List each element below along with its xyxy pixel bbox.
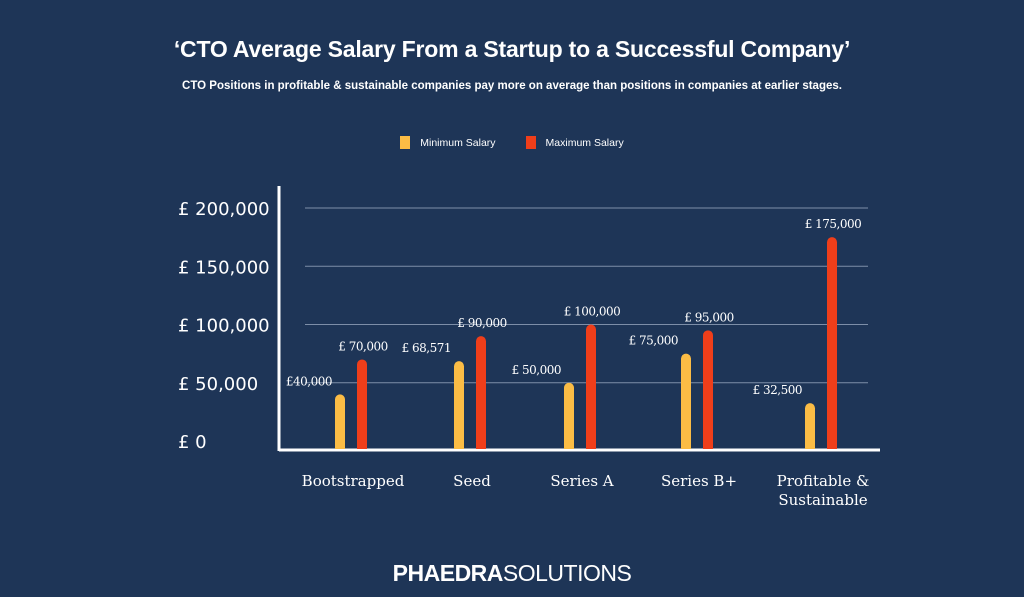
data-label: £ 95,000: [684, 310, 733, 324]
legend-item-minimum: Minimum Salary: [400, 136, 496, 149]
brand-logo: PHAEDRASOLUTIONS: [0, 560, 1024, 587]
bar-min: [805, 403, 815, 449]
data-label: £ 50,000: [512, 363, 561, 377]
bar-max: [827, 237, 837, 449]
bar-base: [335, 443, 345, 449]
chart-subtitle: CTO Positions in profitable & sustainabl…: [182, 80, 842, 92]
bar-max: [357, 359, 367, 449]
bar-base: [805, 443, 815, 449]
bar-base: [454, 443, 464, 449]
bar-base: [827, 443, 837, 449]
x-tick-label: Bootstrapped: [302, 472, 405, 490]
data-label: £40,000: [286, 374, 332, 388]
data-label: £ 75,000: [629, 334, 678, 348]
y-tick-label: £ 50,000: [178, 374, 258, 395]
bar-base: [564, 443, 574, 449]
bar-base: [703, 443, 713, 449]
bar-min: [335, 394, 345, 449]
x-tick-label: Series B+: [661, 472, 737, 490]
chart-title: ‘CTO Average Salary From a Startup to a …: [173, 36, 851, 62]
legend-swatch-minimum: [400, 136, 411, 149]
logo-light: SOLUTIONS: [502, 560, 632, 586]
bar-base: [586, 443, 596, 449]
data-label: £ 32,500: [753, 383, 802, 397]
data-label: £ 175,000: [805, 217, 862, 231]
bar-base: [681, 443, 691, 449]
legend-item-maximum: Maximum Salary: [525, 136, 624, 149]
x-tick-label: Series A: [550, 472, 613, 490]
data-label: £ 70,000: [338, 339, 387, 353]
y-tick-label: £ 100,000: [178, 316, 270, 337]
bar-base: [357, 443, 367, 449]
y-tick-label: £ 150,000: [178, 257, 270, 278]
y-tick-label: £ 0: [178, 432, 207, 453]
bar-min: [681, 353, 691, 449]
x-tick-label: Seed: [453, 472, 491, 490]
logo-bold: PHAEDRA: [392, 560, 504, 586]
bar-max: [703, 330, 713, 449]
x-tick-label: Profitable &: [777, 472, 870, 490]
legend-label-minimum: Minimum Salary: [420, 136, 496, 149]
bar-min: [454, 361, 464, 449]
data-label: £ 90,000: [457, 316, 506, 330]
data-label: £ 100,000: [564, 305, 621, 319]
legend-label-maximum: Maximum Salary: [545, 136, 624, 149]
legend: Minimum Salary Maximum Salary: [0, 136, 1024, 149]
legend-swatch-maximum: [525, 136, 536, 149]
x-tick-label: Sustainable: [778, 491, 867, 509]
bar-base: [476, 443, 486, 449]
data-label: £ 68,571: [402, 341, 451, 355]
bar-max: [476, 336, 486, 449]
bar-min: [564, 382, 574, 449]
y-tick-label: £ 200,000: [178, 199, 270, 220]
bar-max: [586, 324, 596, 449]
